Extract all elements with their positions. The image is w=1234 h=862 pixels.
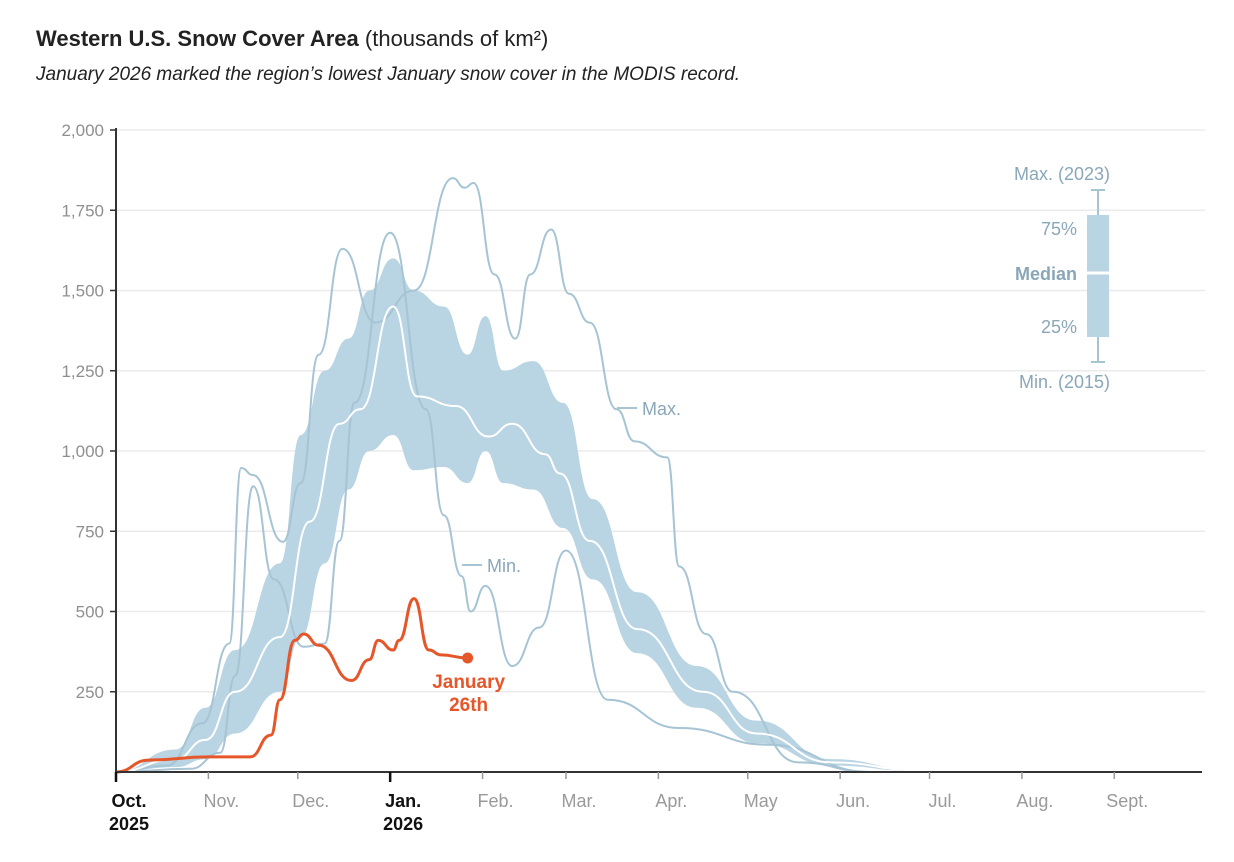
annotation-current-line2: 26th — [449, 695, 488, 716]
current-endpoint-dot — [462, 652, 474, 664]
x-tick-label: Apr. — [655, 791, 687, 811]
interquartile-band — [116, 258, 1204, 772]
title-main: Western U.S. Snow Cover Area — [36, 26, 359, 51]
y-tick-label: 1,500 — [61, 282, 104, 301]
y-tick-label: 250 — [76, 683, 104, 702]
legend-min-label: Min. (2015) — [1019, 372, 1110, 392]
x-tick-label: Mar. — [561, 791, 596, 811]
x-tick-label: May — [744, 791, 778, 811]
y-tick-label: 1,250 — [61, 362, 104, 381]
x-tick-label: Dec. — [292, 791, 329, 811]
legend-box — [1087, 215, 1109, 337]
legend-median-label: Median — [1015, 264, 1077, 284]
x-tick-label: Jan. — [385, 791, 421, 811]
chart-subtitle: January 2026 marked the region’s lowest … — [36, 64, 741, 85]
x-tick-label: Oct. — [111, 791, 146, 811]
annotation-min: Min. — [487, 556, 521, 576]
median-line — [115, 305, 1204, 774]
legend-max-label: Max. (2023) — [1014, 164, 1110, 184]
x-tick-year: 2025 — [109, 814, 149, 834]
y-tick-label: 1,000 — [61, 442, 104, 461]
chart-title: Western U.S. Snow Cover Area (thousands … — [36, 26, 548, 52]
y-tick-label: 2,000 — [61, 121, 104, 140]
title-units: (thousands of km²) — [364, 26, 549, 51]
x-tick-label: Aug. — [1016, 791, 1053, 811]
x-tick-label: Nov. — [204, 791, 240, 811]
legend-q25-label: 25% — [1041, 317, 1077, 337]
x-tick-label: Jun. — [836, 791, 870, 811]
x-tick-label: Feb. — [478, 791, 514, 811]
y-tick-label: 500 — [76, 603, 104, 622]
annotation-current-line1: January — [432, 672, 505, 693]
x-tick-label: Sept. — [1106, 791, 1148, 811]
current-season-line — [115, 597, 468, 774]
x-tick-year: 2026 — [383, 814, 423, 834]
min-line — [115, 231, 1204, 774]
annotation-max: Max. — [642, 399, 681, 419]
y-tick-label: 1,750 — [61, 201, 104, 220]
x-tick-label: Jul. — [929, 791, 957, 811]
max-line — [115, 177, 1204, 774]
legend-q75-label: 75% — [1041, 219, 1077, 239]
y-tick-label: 750 — [76, 522, 104, 541]
